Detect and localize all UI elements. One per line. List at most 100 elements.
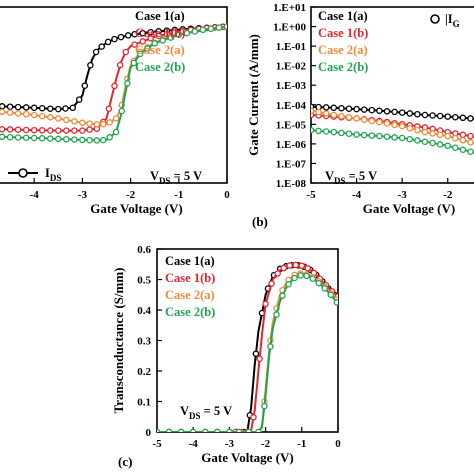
x-tick-label-a: -3: [78, 189, 88, 201]
series-b-case1a: [311, 103, 474, 122]
data-point-b-case2a: [414, 126, 421, 134]
data-point-b-case2b: [315, 127, 322, 135]
y-tick-label-b: 1.E-08: [276, 178, 307, 190]
data-point-a-case2a: [55, 115, 62, 122]
plot-frame-a: [0, 6, 228, 184]
series-b-case2a: [311, 107, 474, 146]
data-point-a-case2b: [63, 135, 70, 143]
data-point-b-case1a: [338, 104, 345, 112]
x-tick-label-c: -3: [225, 438, 235, 450]
data-point-b-case2b: [360, 131, 368, 139]
x-tick-label-c: -5: [152, 438, 162, 450]
data-point-c-case2b: [214, 428, 221, 432]
data-point-b-case2a: [322, 110, 330, 117]
data-point-a-case1b: [79, 127, 86, 134]
x-axis-label-c: Gate Voltage (V): [201, 450, 293, 465]
data-point-c-case1b: [262, 300, 269, 308]
data-point-a-case2b: [175, 31, 183, 39]
x-tick-label-b: -2: [443, 189, 453, 201]
data-point-a-case2b: [223, 23, 227, 30]
data-point-a-case1a: [30, 104, 38, 112]
data-point-b-case2b: [311, 126, 315, 134]
y-tick-label-c: 0.5: [137, 275, 151, 287]
data-point-a-case1a: [69, 104, 77, 112]
data-point-a-case2b: [130, 59, 138, 67]
data-point-a-case1a: [14, 103, 22, 111]
y-tick-label-b: 1.E-06: [276, 139, 307, 151]
data-point-a-case1b: [71, 127, 78, 134]
data-point-a-case2b: [47, 135, 54, 142]
panel-c: 0 0.1 0.2 0.3 0.4 0.5 0.6 -5 -4 -3 -2 -1 0 Gate Volta…: [111, 244, 341, 469]
data-point-b-case2b: [353, 131, 360, 138]
data-point-b-case2a: [368, 117, 376, 125]
x-tick-label-c: -1: [297, 438, 306, 450]
data-point-a-case2b: [55, 135, 62, 143]
data-point-a-case2a: [106, 119, 113, 126]
vds-annotation-a-main: V: [150, 169, 159, 183]
data-point-a-case2b: [136, 50, 144, 58]
data-point-b-case2a: [452, 134, 459, 142]
marker-legend-main-a: I: [45, 166, 50, 180]
y-axis-label-b: Gate Current (A/mm): [246, 34, 261, 156]
marker-legend-main-b: |I: [445, 12, 453, 26]
vds-annotation-c-main: V: [180, 404, 189, 418]
legend-entry-a: Case 1(a): [135, 9, 185, 23]
data-point-b-case2a: [315, 108, 322, 116]
plot-area-b: [311, 103, 474, 155]
data-point-a-case2b: [71, 136, 78, 143]
data-point-c-case2b: [291, 274, 298, 282]
x-tick-label-c: 0: [335, 438, 341, 450]
vds-annotation-a: VDS = 5 V: [150, 169, 202, 186]
data-point-c-case2b: [189, 428, 197, 432]
data-point-a-case1a: [117, 33, 125, 41]
data-point-a-case2b: [14, 134, 22, 141]
data-point-b-case2a: [383, 120, 391, 127]
data-point-c-case1b: [280, 264, 287, 272]
data-point-a-case2a: [22, 110, 30, 118]
data-point-a-case2a: [93, 121, 101, 128]
data-point-a-case1b: [22, 126, 30, 134]
x-tick-label-a: -4: [30, 189, 40, 201]
data-point-a-case2b: [215, 24, 223, 31]
x-tick-label-a: -1: [174, 189, 183, 201]
data-point-b-case1a: [429, 112, 436, 119]
data-point-b-case1a: [360, 106, 368, 113]
data-point-a-case1b: [30, 126, 38, 134]
data-point-b-case2b: [429, 139, 436, 147]
data-point-b-case2b: [421, 138, 429, 145]
data-point-a-case1b: [139, 38, 146, 45]
data-point-c-case2b: [273, 311, 280, 318]
data-point-a-case1a: [47, 105, 54, 112]
data-point-b-case1a: [436, 112, 444, 120]
data-point-b-case2a: [421, 128, 429, 136]
plot-frame-b: [310, 6, 474, 184]
data-point-b-case2b: [436, 141, 444, 148]
x-tick-label-b: -3: [398, 189, 408, 201]
data-point-a-case2a: [30, 111, 38, 119]
data-point-a-case2a: [6, 109, 14, 116]
vds-annotation-b-main: V: [325, 169, 334, 183]
data-point-a-case2b: [106, 134, 113, 141]
data-point-c-case2b: [327, 291, 335, 299]
data-point-c-case1b: [304, 265, 312, 272]
data-point-b-case2a: [330, 111, 338, 119]
data-point-a-case1b: [116, 61, 124, 69]
data-point-a-case1a: [75, 96, 83, 103]
data-point-a-case2a: [14, 110, 22, 117]
data-point-b-case2a: [459, 137, 467, 144]
data-point-a-case1b: [105, 105, 113, 112]
legend-entry-b: Case 1(b): [318, 26, 368, 40]
data-point-b-case2b: [368, 132, 376, 139]
data-point-a-case1b: [155, 32, 162, 40]
data-point-b-case2b: [467, 148, 474, 155]
data-point-b-case2a: [398, 122, 406, 130]
data-point-c-case2b: [285, 281, 292, 288]
y-tick-label-b: 1.E-07: [276, 158, 307, 170]
legend-entry-c: Case 2(b): [165, 305, 215, 319]
legend-entry-b: Case 1(a): [318, 9, 368, 23]
data-point-a-case2b: [151, 40, 158, 47]
series-a-case2b: [0, 23, 227, 144]
legend-entry-c: Case 1(b): [165, 271, 215, 285]
data-point-c-case2b: [235, 428, 243, 432]
data-point-a-case1a: [62, 105, 69, 112]
